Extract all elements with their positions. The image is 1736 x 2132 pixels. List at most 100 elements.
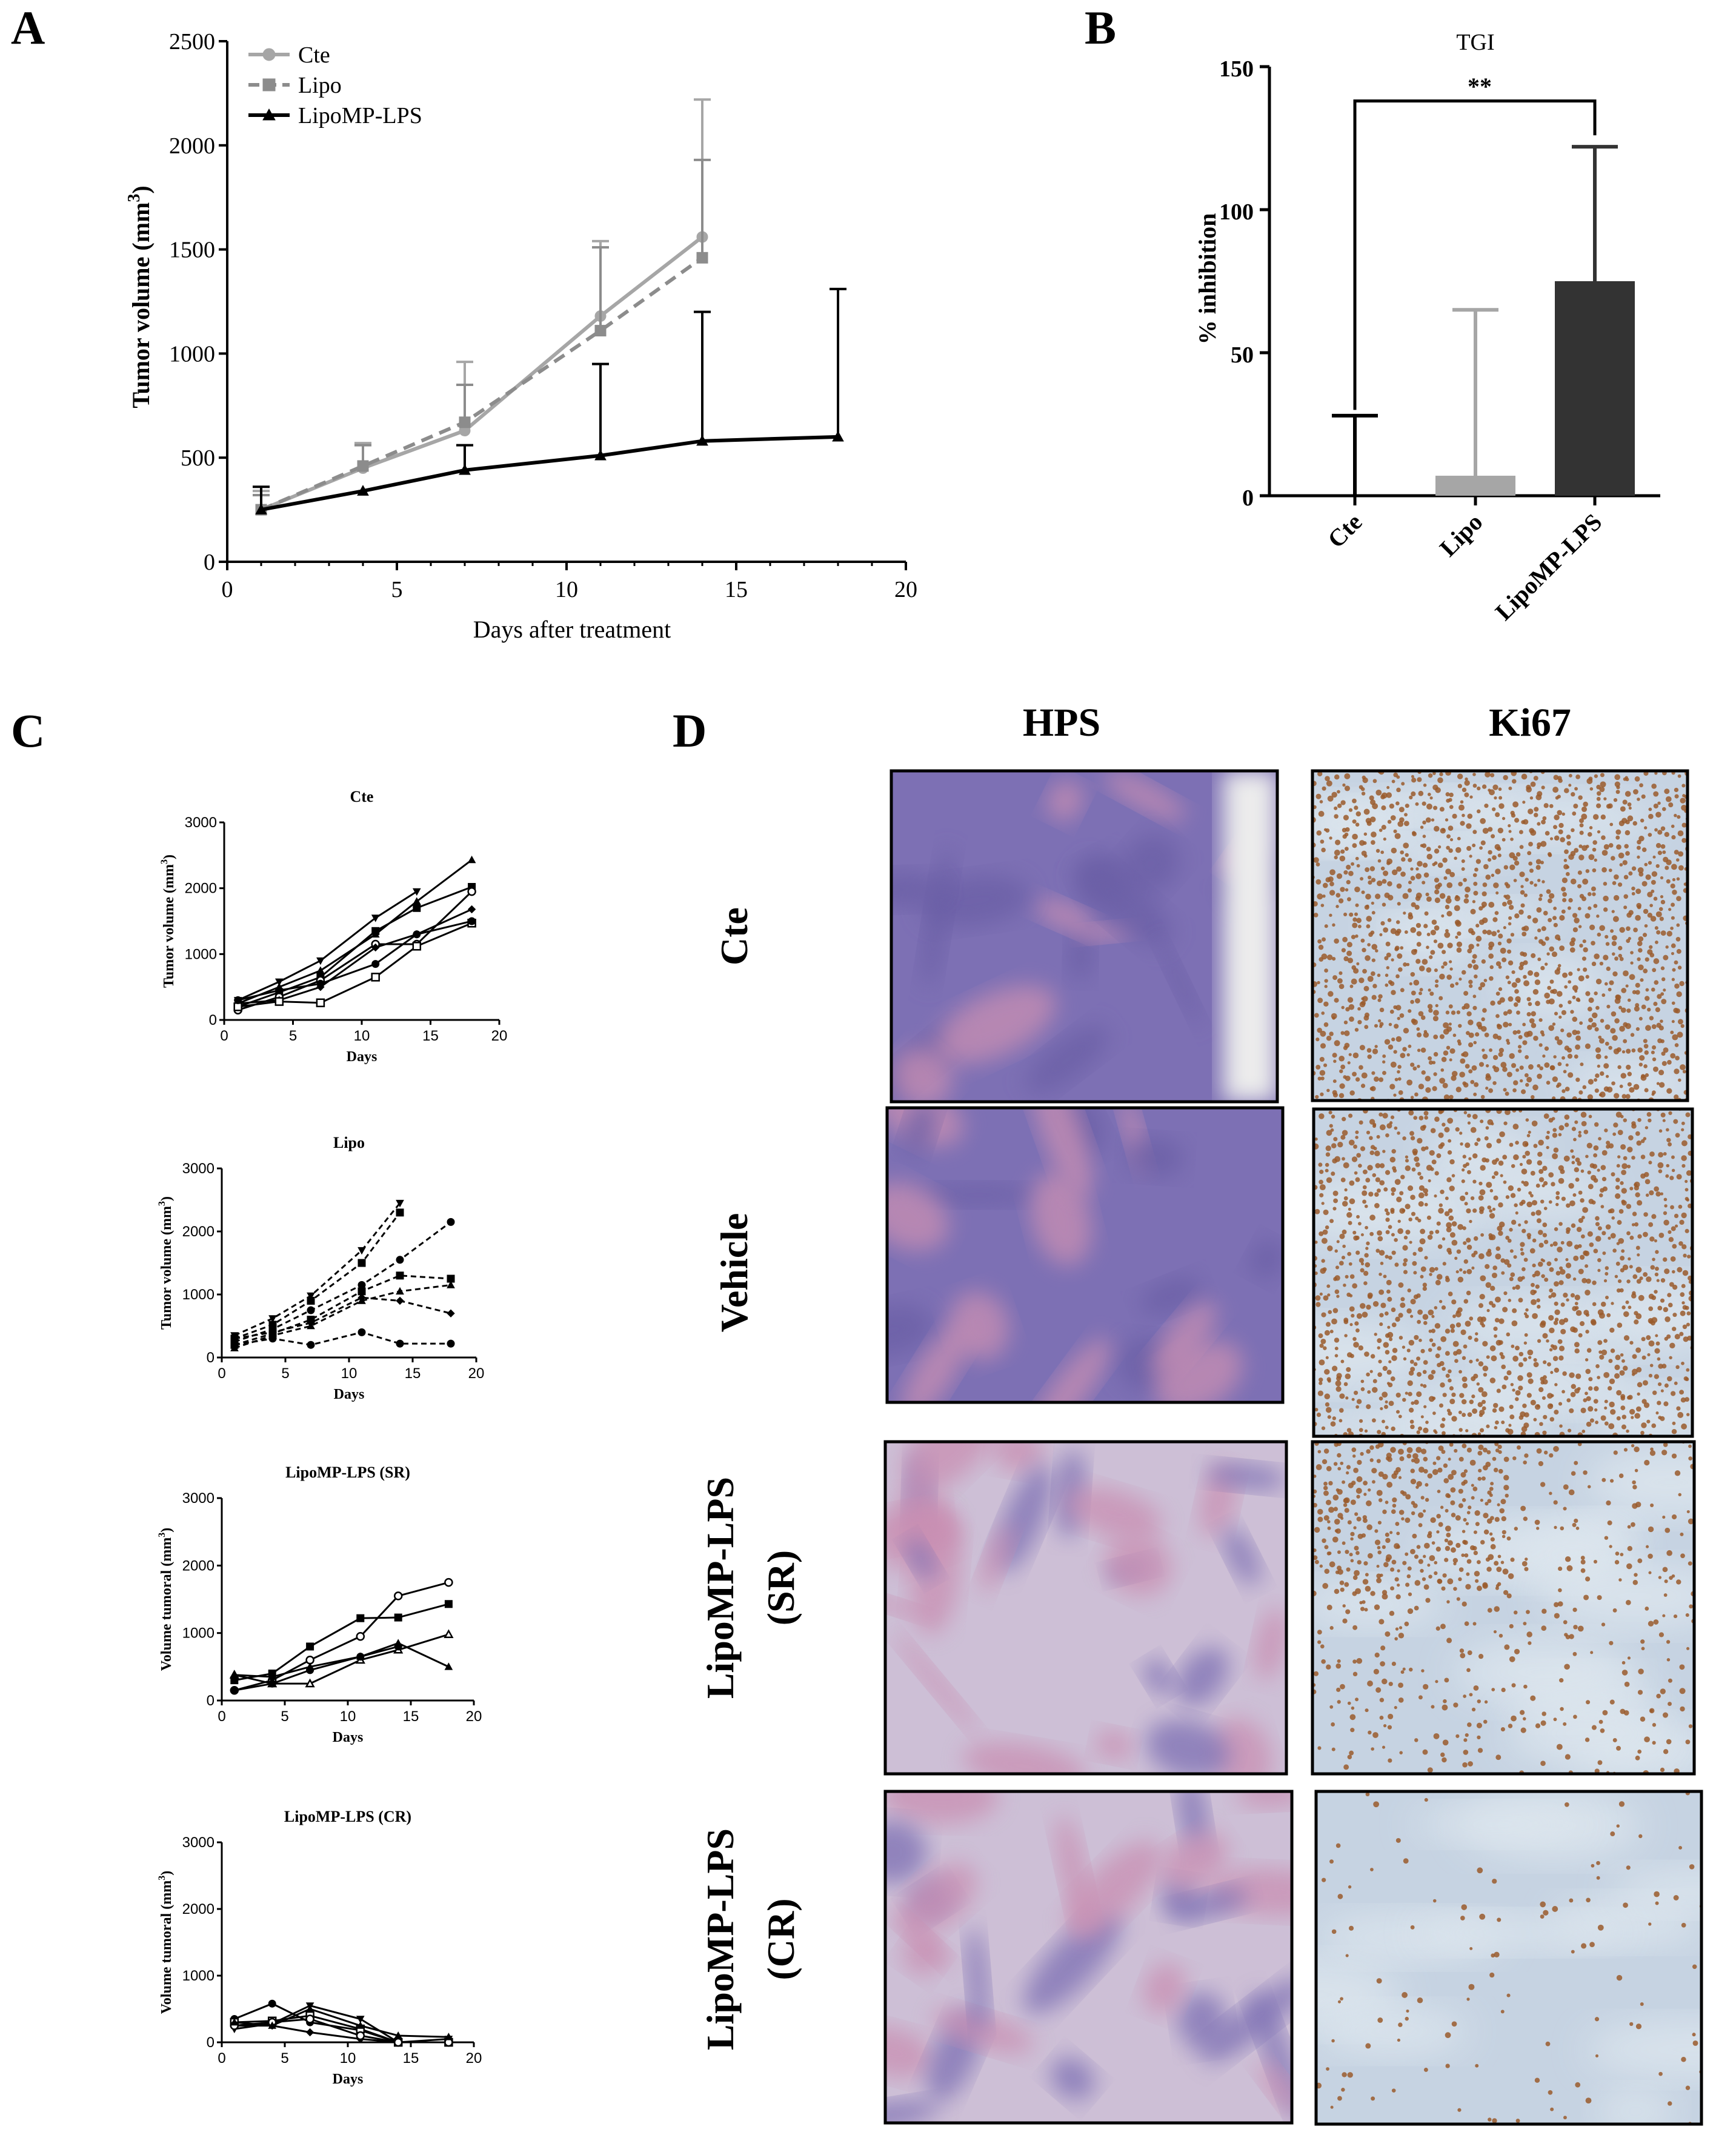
nucleus — [1653, 1619, 1659, 1625]
nucleus — [1551, 1182, 1555, 1187]
nucleus — [1480, 1498, 1483, 1502]
nucleus — [1595, 1364, 1600, 1368]
nucleus — [1541, 1625, 1547, 1631]
nucleus — [1410, 1548, 1415, 1554]
nucleus — [1598, 1038, 1605, 1044]
nucleus — [1565, 1273, 1571, 1279]
nucleus — [1435, 1230, 1440, 1234]
nucleus — [1681, 1361, 1684, 1365]
nucleus — [1550, 989, 1554, 994]
nucleus — [1612, 971, 1618, 977]
nucleus — [1388, 1713, 1394, 1719]
chart-b-category-label: Cte — [1322, 508, 1367, 553]
nucleus — [1626, 1064, 1631, 1070]
nucleus — [1571, 828, 1575, 833]
nucleus — [1360, 1262, 1365, 1265]
nucleus — [1372, 1379, 1377, 1384]
nucleus — [1428, 1060, 1434, 1065]
nucleus — [1541, 1184, 1545, 1188]
nucleus — [1457, 1042, 1462, 1046]
nucleus — [1586, 1396, 1591, 1401]
nucleus — [1371, 1747, 1374, 1751]
nucleus — [1414, 1457, 1420, 1464]
nucleus — [1359, 1065, 1363, 1070]
nucleus — [1415, 1162, 1420, 1167]
nucleus — [1375, 1248, 1380, 1253]
nucleus — [1570, 1391, 1576, 1397]
nucleus — [1413, 1362, 1418, 1367]
nucleus — [1442, 1704, 1448, 1711]
nucleus — [1361, 791, 1366, 796]
tissue-blob — [885, 2026, 933, 2078]
nucleus — [1370, 1354, 1375, 1359]
nucleus — [1370, 1591, 1375, 1596]
nucleus — [1660, 1019, 1663, 1023]
nucleus — [1411, 1167, 1416, 1172]
nucleus — [1323, 1295, 1329, 1301]
nucleus — [1391, 958, 1394, 962]
nucleus — [1637, 1200, 1643, 1206]
nucleus — [1533, 1357, 1537, 1362]
nucleus — [1376, 880, 1383, 887]
data-point — [832, 430, 844, 442]
nucleus — [1620, 1353, 1624, 1357]
nucleus — [1478, 1303, 1484, 1308]
nucleus — [1621, 1170, 1626, 1176]
nucleus — [1605, 1074, 1609, 1078]
tissue-blob — [1094, 1730, 1133, 1761]
nucleus — [1657, 1382, 1662, 1387]
nucleus — [1512, 1308, 1517, 1313]
nucleus — [1363, 1518, 1368, 1524]
nucleus — [1347, 1701, 1351, 1705]
nucleus — [1437, 1362, 1442, 1368]
nucleus — [1340, 1587, 1345, 1592]
nucleus — [1448, 1215, 1454, 1221]
nucleus — [1488, 858, 1492, 862]
stroma-streak — [1586, 1447, 1694, 1517]
nucleus — [1494, 1425, 1498, 1430]
nucleus — [1446, 1532, 1451, 1537]
nucleus — [1480, 840, 1486, 845]
tissue-blob — [1143, 1659, 1174, 1694]
nucleus — [1538, 1230, 1543, 1235]
nucleus — [1516, 1030, 1521, 1034]
nucleus — [1606, 1313, 1611, 1318]
nucleus — [1501, 1516, 1507, 1522]
nucleus — [1345, 827, 1350, 832]
nucleus — [1427, 1533, 1432, 1539]
nucleus — [1328, 1310, 1332, 1314]
nucleus — [1586, 1700, 1591, 1705]
nucleus — [1601, 1176, 1607, 1182]
data-point — [234, 996, 242, 1004]
nucleus — [1345, 888, 1349, 891]
nucleus — [1595, 1053, 1601, 1059]
nucleus — [1587, 1231, 1593, 1237]
nucleus — [1329, 869, 1335, 876]
nucleus — [1536, 1448, 1542, 1454]
nucleus — [1538, 1018, 1543, 1022]
nucleus — [1596, 803, 1601, 808]
nucleus — [1335, 1663, 1342, 1669]
nucleus — [1668, 1702, 1672, 1707]
nucleus — [1348, 1925, 1354, 1931]
nucleus — [1595, 1047, 1601, 1053]
nucleus — [1523, 1341, 1528, 1345]
nucleus — [1413, 1271, 1417, 1275]
tissue-blob — [1210, 1718, 1272, 1774]
nucleus — [1679, 1688, 1686, 1694]
nucleus — [1622, 1264, 1629, 1270]
nucleus — [1618, 953, 1623, 958]
ylabel-text: Tumor volume (mm — [159, 1206, 175, 1330]
nucleus — [1319, 1344, 1324, 1348]
small-ytick-label: 3000 — [182, 1834, 215, 1851]
nucleus — [1541, 941, 1546, 946]
nucleus — [1452, 1314, 1456, 1318]
nucleus — [1397, 1569, 1400, 1573]
nucleus — [1574, 1342, 1580, 1348]
nucleus — [1594, 1027, 1599, 1032]
nucleus — [1650, 1503, 1654, 1507]
nucleus — [1472, 900, 1476, 904]
data-point — [396, 1271, 404, 1280]
nucleus — [1618, 1578, 1622, 1582]
nucleus — [1425, 1146, 1429, 1150]
